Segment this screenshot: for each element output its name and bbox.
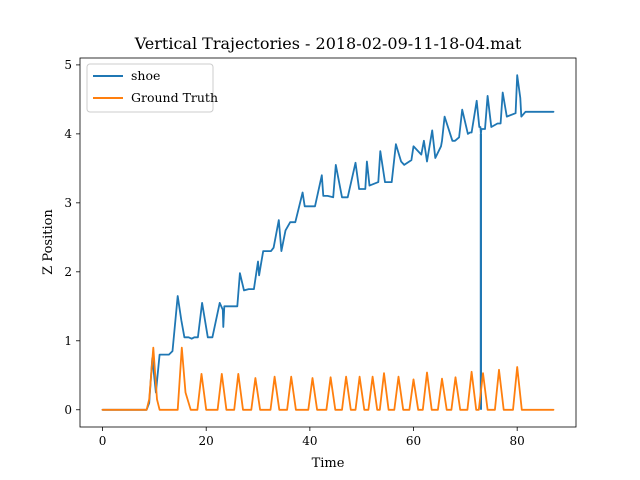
legend: shoe Ground Truth <box>86 63 218 113</box>
x-axis-label: Time <box>312 456 345 471</box>
y-tick-label: 4 <box>64 127 72 141</box>
axes-frame <box>79 57 577 428</box>
y-tick-label: 0 <box>64 403 72 417</box>
series-line-shoe <box>101 74 555 411</box>
series-layer <box>101 74 555 411</box>
x-tick-label: 40 <box>302 434 317 448</box>
y-tick-label: 2 <box>64 265 72 279</box>
y-tick-label: 3 <box>64 196 72 210</box>
x-tick-label: 0 <box>99 434 107 448</box>
y-tick-label: 5 <box>64 58 72 72</box>
x-axis: 0 20 40 60 80 <box>99 427 525 448</box>
legend-label-shoe: shoe <box>131 68 160 83</box>
x-tick-label: 80 <box>510 434 525 448</box>
chart-title: Vertical Trajectories - 2018-02-09-11-18… <box>134 34 522 53</box>
series-line-ground-truth <box>101 346 555 411</box>
plot-area <box>79 57 577 428</box>
x-tick-label: 60 <box>406 434 421 448</box>
y-axis-label: Z Position <box>41 209 56 275</box>
y-tick-label: 1 <box>64 334 72 348</box>
legend-label-ground-truth: Ground Truth <box>131 90 218 105</box>
x-tick-label: 20 <box>199 434 214 448</box>
y-axis: 0 1 2 3 4 5 <box>64 58 80 417</box>
